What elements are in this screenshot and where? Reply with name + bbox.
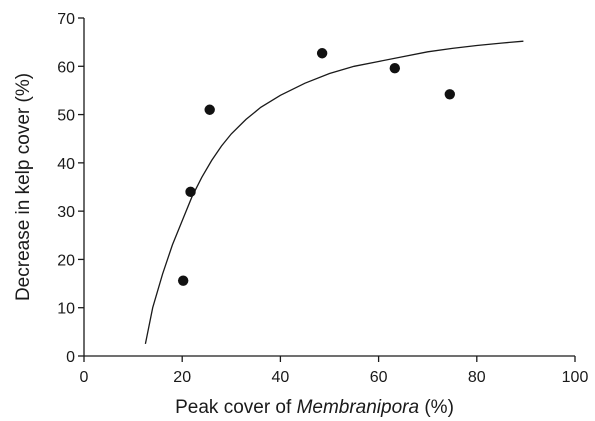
fit-curve-line xyxy=(144,40,524,345)
y-ticks: 0 10 20 30 40 50 60 70 xyxy=(57,11,84,366)
y-tick-label: 10 xyxy=(57,301,75,318)
y-tick-label: 20 xyxy=(57,252,75,269)
x-ticks: 0 20 40 60 80 100 xyxy=(80,356,589,386)
y-tick-label: 40 xyxy=(57,156,75,173)
x-tick-label: 0 xyxy=(80,369,89,386)
data-point xyxy=(389,63,401,74)
x-axis-title-suffix: (%) xyxy=(419,397,454,418)
x-tick-label: 100 xyxy=(562,369,589,386)
data-point xyxy=(185,186,196,198)
x-axis-title-prefix: Peak cover of xyxy=(175,397,296,418)
data-point xyxy=(204,104,215,115)
y-tick-label: 0 xyxy=(66,349,75,366)
x-tick-label: 60 xyxy=(370,369,388,386)
data-point xyxy=(177,275,189,286)
y-axis-title: Decrease in kelp cover (%) xyxy=(13,73,34,301)
x-axis-title-italic: Membranipora xyxy=(297,397,420,418)
data-point xyxy=(444,89,455,100)
x-tick-label: 20 xyxy=(173,369,191,386)
y-tick-label: 50 xyxy=(57,108,75,125)
x-axis: 0 20 40 60 80 100 Peak cover of Membranipora … xyxy=(80,355,589,418)
x-axis-title: Peak cover of Membranipora (%) xyxy=(175,397,454,418)
y-tick-label: 70 xyxy=(57,11,75,28)
y-tick-label: 30 xyxy=(57,204,75,221)
data-point xyxy=(316,48,328,59)
x-tick-label: 80 xyxy=(468,369,486,386)
y-axis: 0 10 20 30 40 50 60 70 Decrease in kelp cover (… xyxy=(13,11,85,366)
x-tick-label: 40 xyxy=(272,369,290,386)
y-tick-label: 60 xyxy=(57,59,75,76)
data-points xyxy=(177,48,455,286)
